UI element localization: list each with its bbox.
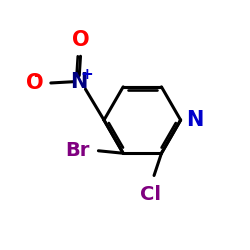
Text: Cl: Cl (140, 186, 161, 204)
Text: N: N (186, 110, 204, 130)
Text: +: + (81, 67, 94, 82)
Text: N: N (70, 72, 88, 92)
Text: O: O (26, 73, 44, 93)
Text: Br: Br (66, 141, 90, 160)
Text: O: O (72, 30, 89, 50)
Text: -: - (33, 67, 40, 85)
